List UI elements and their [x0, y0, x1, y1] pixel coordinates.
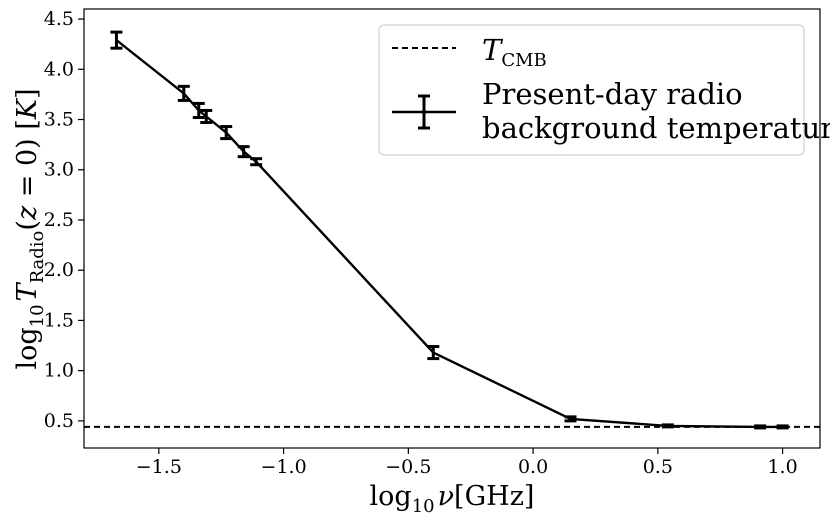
legend-tcmb-label: TCMB: [482, 33, 547, 71]
legend-box: [378, 24, 805, 156]
errorbar-point: [661, 423, 674, 429]
x-tick-label: 0.0: [518, 456, 548, 478]
y-tick-label: 2.0: [44, 259, 74, 281]
x-tick-label: −1.5: [136, 456, 182, 478]
errorbar-point: [776, 424, 789, 430]
x-axis-ticks: −1.5 −1.0 −0.5 0.0 0.5 1.0: [136, 448, 798, 478]
radio-temperature-line: [115, 39, 783, 429]
x-tick-label: 1.0: [767, 456, 797, 478]
errorbar-point: [564, 415, 577, 423]
y-tick-label: 1.5: [44, 309, 74, 331]
x-tick-label: −0.5: [385, 456, 431, 478]
plot-area: [84, 30, 820, 430]
legend-radio-label-line1: Present-day radio: [482, 77, 743, 111]
y-tick-label: 0.5: [44, 410, 74, 432]
plot-frame: [83, 8, 821, 449]
errorbar-point: [220, 125, 233, 141]
y-tick-label: 1.0: [44, 360, 74, 382]
y-axis-ticks: 0.5 1.0 1.5 2.0 2.5 3.0 3.5 4.0 4.5: [44, 8, 84, 432]
x-tick-label: 0.5: [643, 456, 673, 478]
x-axis-label: log10 ν[GHz]: [370, 481, 535, 517]
legend-radio-label-line2: background temperature: [482, 111, 830, 145]
y-tick-label: 3.5: [44, 109, 74, 131]
legend-errorbar-marker: [392, 94, 456, 130]
errorbar-point: [250, 157, 263, 167]
y-tick-label: 3.0: [44, 159, 74, 181]
y-axis-label: log10TRadio(z = 0) [K]: [12, 88, 48, 369]
errorbar-point: [192, 101, 205, 119]
y-tick-label: 2.5: [44, 209, 74, 231]
errorbar-point: [177, 84, 190, 102]
y-tick-label: 4.0: [44, 58, 74, 80]
y-tick-label: 4.5: [44, 8, 74, 30]
errorbar-point: [237, 145, 250, 159]
errorbar-point: [754, 424, 767, 430]
errorbar-point: [110, 30, 123, 50]
errorbar-point: [427, 345, 440, 361]
errorbar-point: [200, 108, 213, 125]
legend: TCMB Present-day radio background temper…: [378, 24, 830, 156]
x-tick-label: −1.0: [261, 456, 307, 478]
